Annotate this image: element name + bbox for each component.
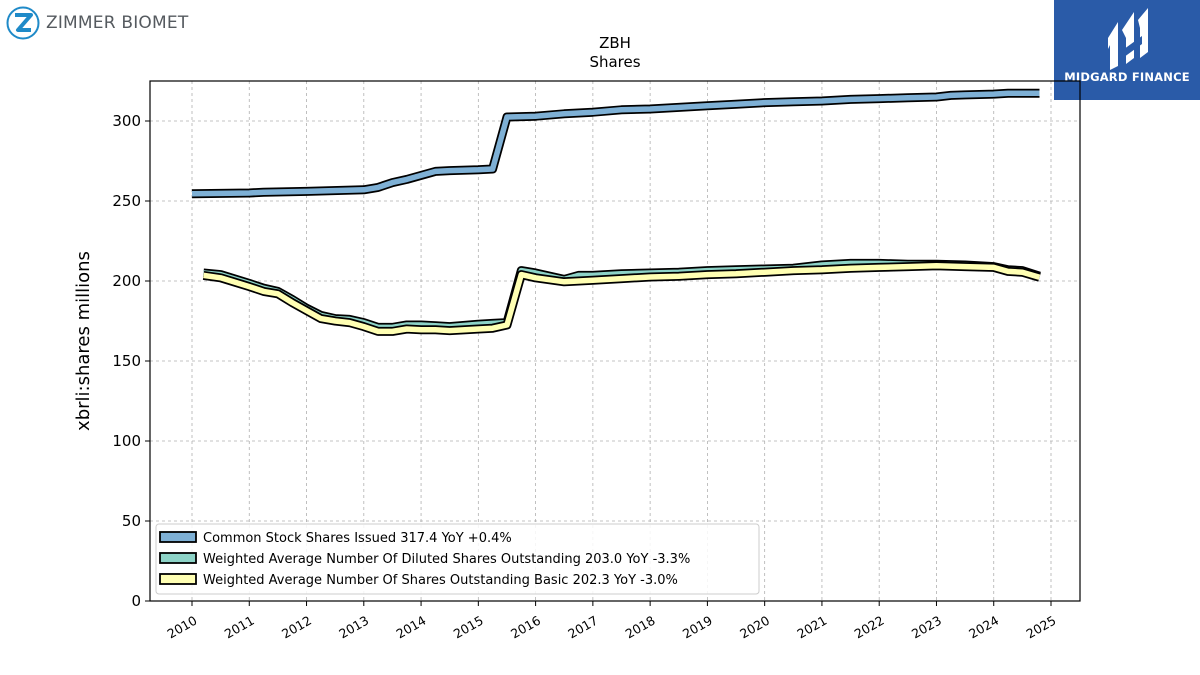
- y-tick-label: 300: [112, 112, 141, 130]
- x-axis: 2010 2011 2012 2013 2014 2015 2016 2017 2018 2019…: [164, 601, 1059, 642]
- x-tick-label: 2019: [680, 613, 715, 642]
- y-tick-label: 50: [122, 512, 141, 530]
- y-axis: 0 50 100 150 200 250 300: [112, 112, 150, 610]
- y-tick-label: 200: [112, 272, 141, 290]
- legend-swatch-0: [159, 531, 197, 543]
- brand-logo-text: MIDGARD FINANCE: [1064, 70, 1190, 84]
- y-tick-label: 150: [112, 352, 141, 370]
- y-tick-label: 100: [112, 432, 141, 450]
- legend-label-0: Common Stock Shares Issued 317.4 YoY +0.…: [203, 531, 512, 546]
- legend-swatch-2: [159, 573, 197, 585]
- legend-label-2: Weighted Average Number Of Shares Outsta…: [203, 573, 678, 588]
- zimmer-biomet-logo: ZIMMER BIOMET: [6, 6, 188, 40]
- x-tick-label: 2012: [279, 613, 314, 642]
- midgard-finance-logo: MIDGARD FINANCE: [1054, 0, 1200, 100]
- x-tick-label: 2013: [336, 613, 371, 642]
- plot-frame: [149, 80, 1081, 602]
- legend: Common Stock Shares Issued 317.4 YoY +0.…: [155, 523, 760, 595]
- legend-label-1: Weighted Average Number Of Diluted Share…: [203, 552, 690, 567]
- x-tick-label: 2010: [164, 613, 199, 642]
- series-line-2: [203, 263, 1041, 335]
- x-tick-label: 2022: [852, 613, 887, 642]
- x-tick-label: 2011: [222, 613, 257, 642]
- legend-box: [155, 523, 760, 595]
- x-tick-label: 2023: [909, 613, 944, 642]
- x-tick-label: 2016: [508, 613, 543, 642]
- y-tick-label: 0: [131, 592, 141, 610]
- y-tick-label: 250: [112, 192, 141, 210]
- x-tick-label: 2017: [565, 613, 600, 642]
- y-axis-label: xbrli:shares millions: [73, 251, 94, 431]
- midgard-m-icon: [1108, 8, 1148, 70]
- legend-swatch-1: [159, 552, 197, 564]
- x-tick-label: 2021: [794, 613, 829, 642]
- x-tick-label: 2014: [394, 613, 429, 642]
- zimmer-z-icon: [6, 6, 40, 40]
- series-lines: [191, 88, 1041, 336]
- chart-subtitle: Shares: [589, 53, 640, 71]
- x-tick-label: 2024: [966, 613, 1001, 642]
- grid-lines: [150, 81, 1080, 602]
- x-tick-label: 2025: [1023, 613, 1058, 642]
- chart-title: ZBH: [599, 34, 631, 52]
- company-logo-text: ZIMMER BIOMET: [46, 13, 189, 33]
- x-tick-label: 2018: [623, 613, 658, 642]
- series-line-0: [191, 90, 1040, 197]
- x-tick-label: 2020: [737, 613, 772, 642]
- x-tick-label: 2015: [451, 613, 486, 642]
